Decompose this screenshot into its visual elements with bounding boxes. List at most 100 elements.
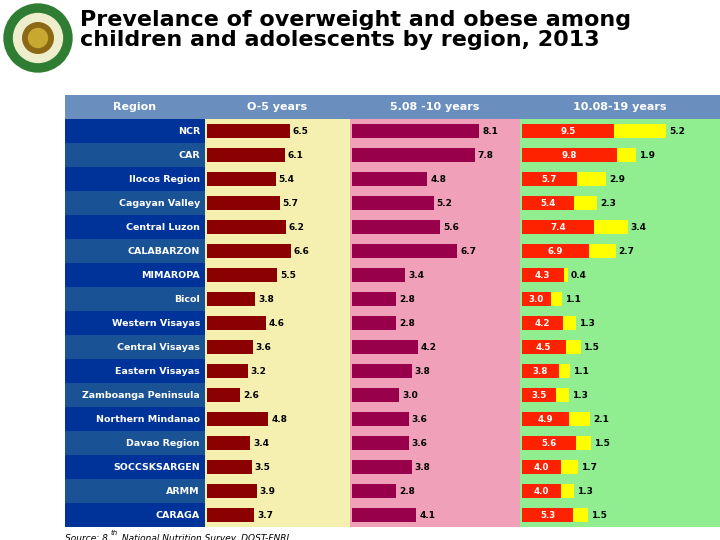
Text: 4.0: 4.0	[534, 462, 549, 471]
Bar	[65, 287, 205, 311]
Text: 6.5: 6.5	[293, 126, 309, 136]
Bar	[352, 172, 428, 186]
Bar	[522, 292, 551, 306]
Bar	[350, 359, 520, 383]
Text: 5.2: 5.2	[437, 199, 453, 207]
Bar	[65, 431, 205, 455]
Text: 3.8: 3.8	[533, 367, 548, 375]
Text: Central Luzon: Central Luzon	[126, 222, 200, 232]
Bar	[352, 411, 408, 427]
Text: Zamboanga Peninsula: Zamboanga Peninsula	[82, 390, 200, 400]
Bar	[352, 340, 418, 354]
Bar	[65, 479, 205, 503]
Bar	[593, 220, 628, 234]
Bar	[65, 311, 205, 335]
Bar	[352, 315, 396, 330]
Text: 4.0: 4.0	[534, 487, 549, 496]
Text: CARAGA: CARAGA	[156, 510, 200, 519]
Bar	[352, 124, 480, 138]
Bar	[352, 508, 416, 522]
Text: 7.8: 7.8	[477, 151, 494, 159]
Bar	[207, 411, 268, 427]
Text: 4.8: 4.8	[271, 415, 287, 423]
Bar	[205, 335, 350, 359]
Text: 5.4: 5.4	[279, 174, 294, 184]
Text: 1.1: 1.1	[572, 367, 589, 375]
Text: 3.9: 3.9	[260, 487, 276, 496]
Bar	[522, 508, 573, 522]
Text: 4.8: 4.8	[431, 174, 446, 184]
Text: 3.2: 3.2	[251, 367, 266, 375]
Bar	[617, 147, 636, 163]
Text: 3.8: 3.8	[258, 294, 274, 303]
Text: National Nutrition Survey, DOST-FNRI.: National Nutrition Survey, DOST-FNRI.	[119, 534, 292, 540]
Text: 1.3: 1.3	[577, 487, 593, 496]
Text: Source: 8: Source: 8	[65, 534, 108, 540]
Bar	[352, 292, 396, 306]
Text: 7.4: 7.4	[550, 222, 566, 232]
Text: 5.08 -10 years: 5.08 -10 years	[390, 102, 480, 112]
Text: 2.7: 2.7	[618, 246, 635, 255]
Bar	[350, 167, 520, 191]
Text: children and adolescents by region, 2013: children and adolescents by region, 2013	[80, 30, 600, 50]
Text: 1.5: 1.5	[594, 438, 610, 448]
Bar	[522, 267, 564, 282]
Text: 10.08-19 years: 10.08-19 years	[573, 102, 667, 112]
Bar	[205, 431, 350, 455]
Bar	[520, 383, 720, 407]
Bar	[352, 436, 408, 450]
Text: 5.6: 5.6	[443, 222, 459, 232]
Bar	[573, 508, 588, 522]
Bar	[520, 359, 720, 383]
Text: Western Visayas: Western Visayas	[112, 319, 200, 327]
Bar	[350, 431, 520, 455]
Text: 2.8: 2.8	[399, 487, 415, 496]
Bar	[589, 244, 616, 259]
Bar	[352, 220, 440, 234]
Bar	[205, 239, 350, 263]
Bar	[561, 460, 577, 475]
Text: 1.7: 1.7	[580, 462, 597, 471]
Bar	[207, 147, 284, 163]
Bar	[614, 124, 666, 138]
Text: Central Visayas: Central Visayas	[117, 342, 200, 352]
Circle shape	[4, 4, 72, 72]
Bar	[520, 503, 720, 527]
Bar	[205, 263, 350, 287]
Bar	[350, 407, 520, 431]
Text: 3.6: 3.6	[256, 342, 271, 352]
Text: 4.2: 4.2	[534, 319, 550, 327]
Text: Eastern Visayas: Eastern Visayas	[115, 367, 200, 375]
Bar	[205, 479, 350, 503]
Bar	[520, 263, 720, 287]
Text: 8.1: 8.1	[482, 126, 498, 136]
Bar	[562, 315, 575, 330]
Bar	[207, 340, 253, 354]
Bar	[520, 239, 720, 263]
Bar	[207, 483, 256, 498]
Bar	[520, 95, 720, 119]
Circle shape	[29, 29, 48, 48]
Circle shape	[23, 23, 53, 53]
Bar	[205, 191, 350, 215]
Bar	[520, 191, 720, 215]
Bar	[577, 172, 606, 186]
Bar	[65, 119, 205, 143]
Text: 3.8: 3.8	[415, 367, 431, 375]
Bar	[350, 215, 520, 239]
Bar	[522, 340, 565, 354]
Bar	[520, 311, 720, 335]
Text: 1.5: 1.5	[583, 342, 599, 352]
Text: Northern Mindanao: Northern Mindanao	[96, 415, 200, 423]
Text: SOCCSKSARGEN: SOCCSKSARGEN	[113, 462, 200, 471]
Text: Davao Region: Davao Region	[127, 438, 200, 448]
Bar	[350, 119, 520, 143]
Bar	[352, 460, 412, 475]
Bar	[352, 483, 396, 498]
Bar	[520, 407, 720, 431]
Text: 3.4: 3.4	[253, 438, 269, 448]
Text: 4.3: 4.3	[535, 271, 551, 280]
Bar	[350, 95, 520, 119]
Text: 1.9: 1.9	[639, 151, 654, 159]
Text: 5.2: 5.2	[669, 126, 685, 136]
